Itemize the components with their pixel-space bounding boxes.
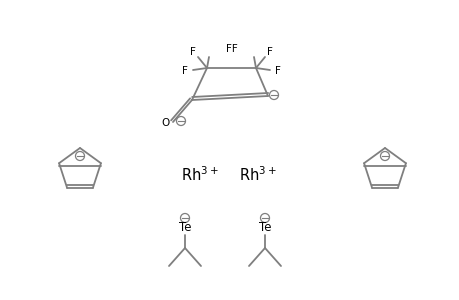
- Text: F: F: [182, 66, 188, 76]
- Text: F: F: [267, 47, 272, 57]
- Text: FF: FF: [225, 44, 237, 54]
- Text: F: F: [190, 47, 196, 57]
- Text: Rh$^{3+}$: Rh$^{3+}$: [181, 166, 218, 184]
- Text: O: O: [162, 118, 170, 128]
- Text: Rh$^{3+}$: Rh$^{3+}$: [239, 166, 276, 184]
- Text: Te: Te: [179, 221, 191, 235]
- Text: Te: Te: [258, 221, 271, 235]
- Text: F: F: [274, 66, 280, 76]
